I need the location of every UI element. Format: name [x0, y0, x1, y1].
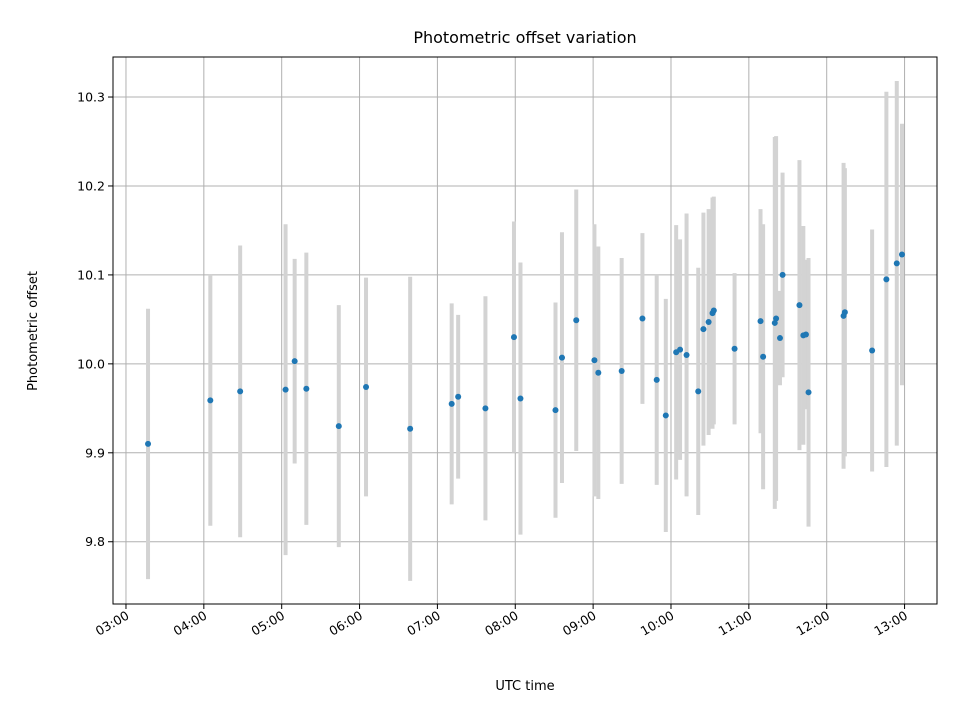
- y-tick-label: 10.1: [77, 267, 105, 282]
- y-tick-label: 10.3: [77, 90, 105, 105]
- y-axis-label: Photometric offset: [26, 271, 41, 391]
- data-point: [639, 315, 646, 322]
- data-point: [237, 388, 244, 395]
- data-point: [869, 347, 876, 354]
- y-tick-label: 10.2: [77, 178, 105, 193]
- data-point: [482, 405, 489, 412]
- data-point: [517, 395, 524, 402]
- chart-title: Photometric offset variation: [413, 28, 636, 47]
- data-point: [802, 331, 809, 338]
- data-point: [705, 319, 712, 326]
- data-point: [591, 357, 598, 364]
- data-points: [145, 251, 905, 447]
- data-point: [805, 389, 812, 396]
- data-point: [760, 353, 767, 360]
- data-point: [282, 386, 289, 393]
- data-point: [898, 251, 905, 258]
- data-point: [207, 397, 214, 404]
- data-point: [695, 388, 702, 395]
- data-point: [145, 440, 152, 447]
- data-point: [677, 346, 684, 353]
- data-point: [303, 385, 310, 392]
- data-point: [407, 425, 414, 432]
- data-point: [552, 407, 559, 414]
- data-point: [731, 345, 738, 352]
- data-point: [455, 393, 462, 400]
- data-point: [291, 358, 298, 365]
- data-point: [363, 383, 370, 390]
- data-point: [779, 271, 786, 278]
- data-point: [573, 317, 580, 324]
- data-point: [883, 276, 890, 283]
- data-point: [662, 412, 669, 419]
- data-point: [841, 309, 848, 316]
- y-tick-label: 9.8: [85, 534, 105, 549]
- data-point: [773, 315, 780, 322]
- data-point: [653, 376, 660, 383]
- data-point: [618, 367, 625, 374]
- data-point: [510, 334, 517, 341]
- data-point: [335, 423, 342, 430]
- data-point: [448, 400, 455, 407]
- y-axis: 9.8 9.9 10.0 10.1 10.2 10.3: [77, 90, 113, 549]
- y-tick-label: 9.9: [85, 445, 105, 460]
- data-point: [710, 307, 717, 314]
- data-point: [796, 302, 803, 309]
- grid: [113, 57, 937, 604]
- data-point: [776, 335, 783, 342]
- y-tick-label: 10.0: [77, 356, 105, 371]
- data-point: [893, 260, 900, 267]
- x-axis-label: UTC time: [495, 679, 554, 694]
- data-point: [683, 351, 690, 358]
- data-point: [595, 369, 602, 376]
- plot-frame: [112, 56, 938, 605]
- data-point: [700, 326, 707, 333]
- data-point: [558, 354, 565, 361]
- data-point: [757, 318, 764, 325]
